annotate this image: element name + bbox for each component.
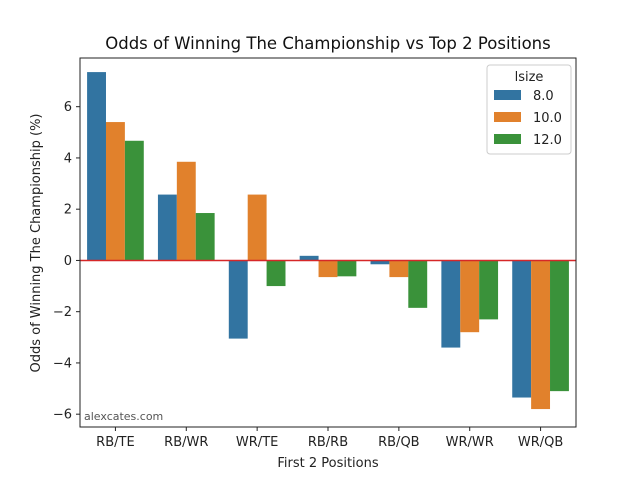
legend-label: 12.0 bbox=[533, 133, 562, 148]
x-tick-label: WR/WR bbox=[446, 435, 494, 450]
x-tick-label: WR/TE bbox=[236, 435, 278, 450]
legend-title: lsize bbox=[515, 70, 544, 85]
x-axis-label: First 2 Positions bbox=[277, 456, 379, 471]
y-axis-ticks: −6 −4 −2 0 2 4 6 bbox=[53, 100, 80, 423]
legend-swatch bbox=[494, 90, 521, 100]
legend-label: 10.0 bbox=[533, 111, 562, 126]
bar-rb-te-series-0 bbox=[87, 72, 106, 261]
bar-wr-qb-series-0 bbox=[512, 260, 532, 398]
watermark: alexcates.com bbox=[84, 410, 163, 423]
y-tick-label: −4 bbox=[53, 356, 72, 371]
x-tick-label: RB/RB bbox=[308, 435, 348, 450]
y-tick-label: −2 bbox=[53, 305, 72, 320]
x-tick-label: WR/QB bbox=[518, 435, 563, 450]
legend-swatch bbox=[494, 112, 521, 122]
bar-rb-rb-series-1 bbox=[318, 260, 338, 278]
bar-wr-te-series-0 bbox=[228, 260, 248, 339]
legend-swatch bbox=[494, 134, 521, 144]
bar-wr-wr-series-0 bbox=[441, 260, 461, 348]
y-tick-label: 6 bbox=[64, 100, 72, 115]
bar-wr-qb-series-2 bbox=[550, 260, 569, 392]
bar-rb-rb-series-0 bbox=[299, 255, 319, 261]
bar-rb-qb-series-2 bbox=[408, 260, 428, 308]
bar-rb-wr-series-2 bbox=[195, 213, 215, 261]
y-tick-label: 0 bbox=[64, 254, 72, 269]
x-axis-ticks: RB/TE RB/WR WR/TE RB/RB RB/QB WR/WR WR/QB bbox=[96, 427, 563, 450]
x-tick-label: RB/WR bbox=[164, 435, 208, 450]
bar-wr-wr-series-1 bbox=[460, 260, 480, 333]
y-axis-label: Odds of Winning The Championship (%) bbox=[29, 113, 44, 372]
y-tick-label: 4 bbox=[64, 151, 72, 166]
plot-frame bbox=[79, 57, 577, 428]
bar-wr-te-series-2 bbox=[266, 260, 286, 287]
bar-rb-rb-series-2 bbox=[337, 260, 357, 277]
y-tick-label: −6 bbox=[53, 408, 72, 423]
bar-wr-qb-series-1 bbox=[531, 260, 551, 410]
bar-rb-wr-series-1 bbox=[176, 161, 196, 261]
legend-box bbox=[486, 64, 572, 155]
bar-rb-te-series-2 bbox=[124, 140, 144, 261]
bar-rb-wr-series-0 bbox=[157, 194, 177, 261]
y-tick-label: 2 bbox=[64, 203, 72, 218]
legend: lsize 8.0 10.0 12.0 bbox=[486, 64, 572, 155]
bar-rb-te-series-1 bbox=[105, 122, 125, 261]
bar-wr-te-series-1 bbox=[247, 194, 267, 261]
x-tick-label: RB/QB bbox=[378, 435, 419, 450]
x-tick-label: RB/TE bbox=[96, 435, 135, 450]
legend-label: 8.0 bbox=[533, 89, 554, 104]
bar-rb-qb-series-0 bbox=[370, 260, 390, 265]
bar-wr-wr-series-2 bbox=[479, 260, 499, 320]
bar-rb-qb-series-1 bbox=[389, 260, 409, 278]
chart-title: Odds of Winning The Championship vs Top … bbox=[105, 34, 550, 53]
bars-group bbox=[87, 72, 569, 410]
